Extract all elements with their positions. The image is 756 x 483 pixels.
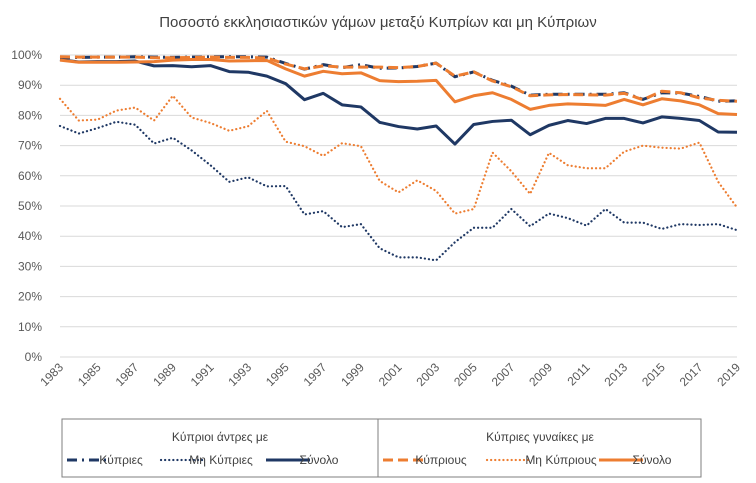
legend-items: Κύπριες Μη Κύπριες Σύνολο Κύπριους Μη Κύπριο… (67, 453, 672, 467)
y-tick-label: 30% (18, 259, 42, 273)
y-tick-label: 90% (18, 78, 42, 92)
legend-label: Κύπριες (99, 453, 143, 467)
legend-label: Σύνολο (300, 453, 339, 467)
legend-box-women (377, 418, 702, 478)
legend-label: Μη Κύπριες (189, 453, 253, 467)
legend-title-women: Κύπριες γυναίκες με (486, 430, 594, 444)
y-tick-label: 20% (18, 290, 42, 304)
y-tick-label: 0% (25, 350, 43, 364)
legend-title-men: Κύπριοι άντρες με (172, 430, 269, 444)
gridlines (60, 54, 737, 358)
series-line-4 (59, 55, 738, 103)
legend-label: Σύνολο (633, 453, 672, 467)
series-line-2 (58, 120, 739, 262)
legend-label: Κύπριους (415, 453, 467, 467)
y-tick-label: 50% (18, 199, 42, 213)
y-tick-label: 10% (18, 320, 42, 334)
y-tick-label: 40% (18, 229, 42, 243)
series-line-5 (58, 94, 739, 215)
legend-label: Μη Κύπριους (525, 453, 597, 467)
series-lines (58, 55, 739, 262)
chart-title: Ποσοστό εκκλησιαστικών γάμων μεταξύ Κυπρ… (159, 14, 597, 31)
y-tick-label: 60% (18, 169, 42, 183)
y-tick-label: 80% (18, 108, 42, 122)
y-axis-ticks: 0% 10% 20% 30% 40% 50% 60% 70% 80% 90% 100% (11, 48, 42, 364)
y-tick-label: 70% (18, 139, 42, 153)
series-line-3 (59, 58, 738, 146)
legend: Κύπριοι άντρες με Κύπριες γυναίκες με Κύ… (61, 418, 702, 478)
series-line-6 (59, 58, 738, 116)
y-tick-label: 100% (11, 48, 42, 62)
